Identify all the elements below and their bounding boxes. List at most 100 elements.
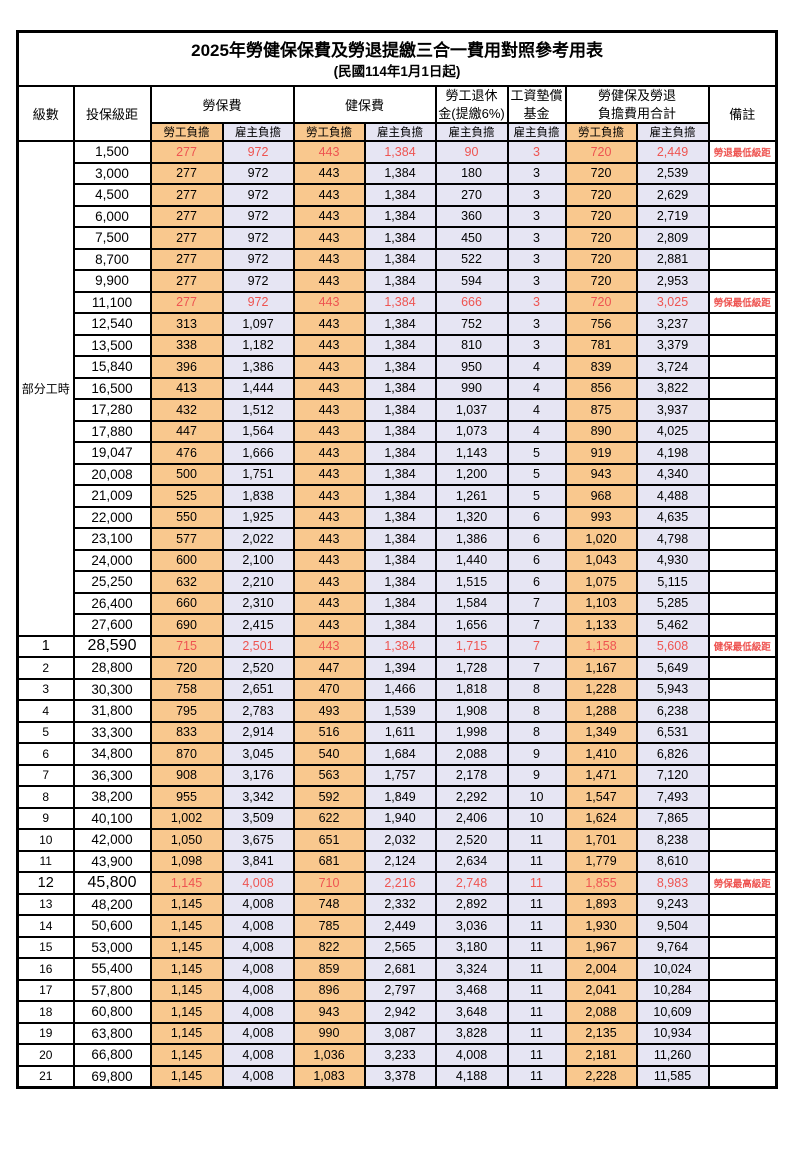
- bracket-cell: 22,000: [72, 505, 152, 530]
- subheader-total-employee: 勞工負擔: [564, 122, 638, 143]
- wage-fund-employer-cell: 6: [506, 527, 567, 551]
- bracket-cell: 24,000: [72, 548, 152, 573]
- pension-employer-cell: 1,584: [434, 591, 509, 616]
- health-employer-cell: 2,681: [363, 957, 437, 981]
- pension-employer-cell: 1,073: [434, 419, 509, 444]
- health-employee-cell: 443: [292, 247, 366, 272]
- pension-employer-cell: 522: [434, 247, 509, 272]
- labor-employee-cell: 396: [149, 355, 224, 379]
- total-employer-cell: 6,531: [635, 720, 710, 745]
- pension-employer-cell: 3,648: [434, 1000, 509, 1024]
- health-employee-cell: 748: [292, 892, 366, 917]
- total-employee-cell: 1,471: [564, 763, 638, 788]
- health-employer-cell: 1,384: [363, 204, 437, 229]
- total-employer-cell: 10,934: [635, 1021, 710, 1046]
- labor-employee-cell: 1,002: [149, 806, 224, 831]
- total-employee-cell: 1,075: [564, 570, 638, 594]
- labor-employee-cell: 1,098: [149, 849, 224, 874]
- labor-employer-cell: 972: [221, 247, 295, 272]
- level-cell: 19: [16, 1021, 75, 1046]
- pension-employer-cell: 950: [434, 355, 509, 379]
- table-row: 16 55,400 1,145 4,008 859 2,681 3,324 11 2,004 10…: [16, 957, 778, 981]
- pension-employer-cell: 3,468: [434, 978, 509, 1003]
- wage-fund-employer-cell: 3: [506, 247, 567, 272]
- labor-employer-cell: 4,008: [221, 892, 295, 917]
- labor-employee-cell: 550: [149, 505, 224, 530]
- col-header-total: 勞健保及勞退 負擔費用合計: [564, 84, 710, 125]
- health-employer-cell: 1,384: [363, 312, 437, 336]
- health-employer-cell: 1,384: [363, 355, 437, 379]
- table-row: 9 40,100 1,002 3,509 622 1,940 2,406 10 1,624 7,8…: [16, 806, 778, 831]
- labor-employer-cell: 2,310: [221, 591, 295, 616]
- labor-employee-cell: 1,145: [149, 935, 224, 960]
- remark-cell: [707, 269, 778, 293]
- health-employee-cell: 443: [292, 333, 366, 358]
- health-employee-cell: 443: [292, 527, 366, 551]
- subheader-labor-employer: 雇主負擔: [221, 122, 295, 143]
- health-employer-cell: 3,087: [363, 1021, 437, 1046]
- pension-employer-cell: 594: [434, 269, 509, 293]
- bracket-cell: 8,700: [72, 247, 152, 272]
- level-cell: 2: [16, 656, 75, 680]
- remark-cell: [707, 570, 778, 594]
- table-row: 20,008 500 1,751 443 1,384 1,200 5 943 4,340: [18, 462, 778, 487]
- table-row: 4,500 277 972 443 1,384 270 3 720 2,629: [18, 183, 778, 207]
- labor-employee-cell: 758: [149, 677, 224, 702]
- health-employee-cell: 943: [292, 1000, 366, 1024]
- col-header-total-line1: 勞健保及勞退: [597, 88, 676, 103]
- wage-fund-employer-cell: 7: [506, 634, 567, 659]
- health-employer-cell: 3,233: [363, 1043, 437, 1067]
- total-employer-cell: 8,983: [635, 871, 710, 895]
- health-employer-cell: 1,384: [363, 591, 437, 616]
- total-employer-cell: 3,379: [635, 333, 710, 358]
- labor-employer-cell: 2,520: [221, 656, 295, 680]
- bracket-cell: 69,800: [72, 1064, 152, 1089]
- pension-employer-cell: 2,748: [434, 871, 509, 895]
- wage-fund-employer-cell: 5: [506, 484, 567, 508]
- health-employee-cell: 443: [292, 376, 366, 401]
- labor-employee-cell: 500: [149, 462, 224, 487]
- wage-fund-employer-cell: 5: [506, 462, 567, 487]
- labor-employee-cell: 1,145: [149, 1064, 224, 1089]
- wage-fund-employer-cell: 11: [506, 871, 567, 895]
- level-cell: 4: [16, 699, 75, 723]
- wage-fund-employer-cell: 8: [506, 699, 567, 723]
- pension-employer-cell: 752: [434, 312, 509, 336]
- labor-employee-cell: 1,145: [149, 957, 224, 981]
- bracket-cell: 1,500: [72, 140, 152, 164]
- total-employee-cell: 1,103: [564, 591, 638, 616]
- health-employee-cell: 859: [292, 957, 366, 981]
- bracket-cell: 40,100: [72, 806, 152, 831]
- bracket-cell: 4,500: [72, 183, 152, 207]
- health-employee-cell: 443: [292, 484, 366, 508]
- total-employee-cell: 720: [564, 183, 638, 207]
- bracket-cell: 66,800: [72, 1043, 152, 1067]
- remark-cell: [707, 226, 778, 250]
- pension-employer-cell: 990: [434, 376, 509, 401]
- level-cell: 21: [16, 1064, 75, 1089]
- health-employee-cell: 990: [292, 1021, 366, 1046]
- bracket-cell: 60,800: [72, 1000, 152, 1024]
- health-employer-cell: 1,394: [363, 656, 437, 680]
- bracket-cell: 11,100: [72, 290, 152, 315]
- labor-employer-cell: 4,008: [221, 978, 295, 1003]
- level-cell: 11: [16, 849, 75, 874]
- labor-employer-cell: 972: [221, 226, 295, 250]
- subheader-health-employee: 勞工負擔: [292, 122, 366, 143]
- health-employer-cell: 2,332: [363, 892, 437, 917]
- total-employee-cell: 720: [564, 290, 638, 315]
- total-employee-cell: 720: [564, 247, 638, 272]
- total-employer-cell: 5,608: [635, 634, 710, 659]
- labor-employee-cell: 1,145: [149, 1043, 224, 1067]
- labor-employee-cell: 660: [149, 591, 224, 616]
- labor-employee-cell: 870: [149, 742, 224, 766]
- labor-employer-cell: 2,501: [221, 634, 295, 659]
- table-row: 7 36,300 908 3,176 563 1,757 2,178 9 1,471 7,120: [16, 763, 778, 788]
- total-employer-cell: 7,865: [635, 806, 710, 831]
- remark-cell: [707, 419, 778, 444]
- total-employer-cell: 4,198: [635, 441, 710, 465]
- table-row: 20 66,800 1,145 4,008 1,036 3,233 4,008 11 2,181…: [16, 1043, 778, 1067]
- health-employee-cell: 447: [292, 656, 366, 680]
- total-employer-cell: 2,953: [635, 269, 710, 293]
- labor-employer-cell: 2,022: [221, 527, 295, 551]
